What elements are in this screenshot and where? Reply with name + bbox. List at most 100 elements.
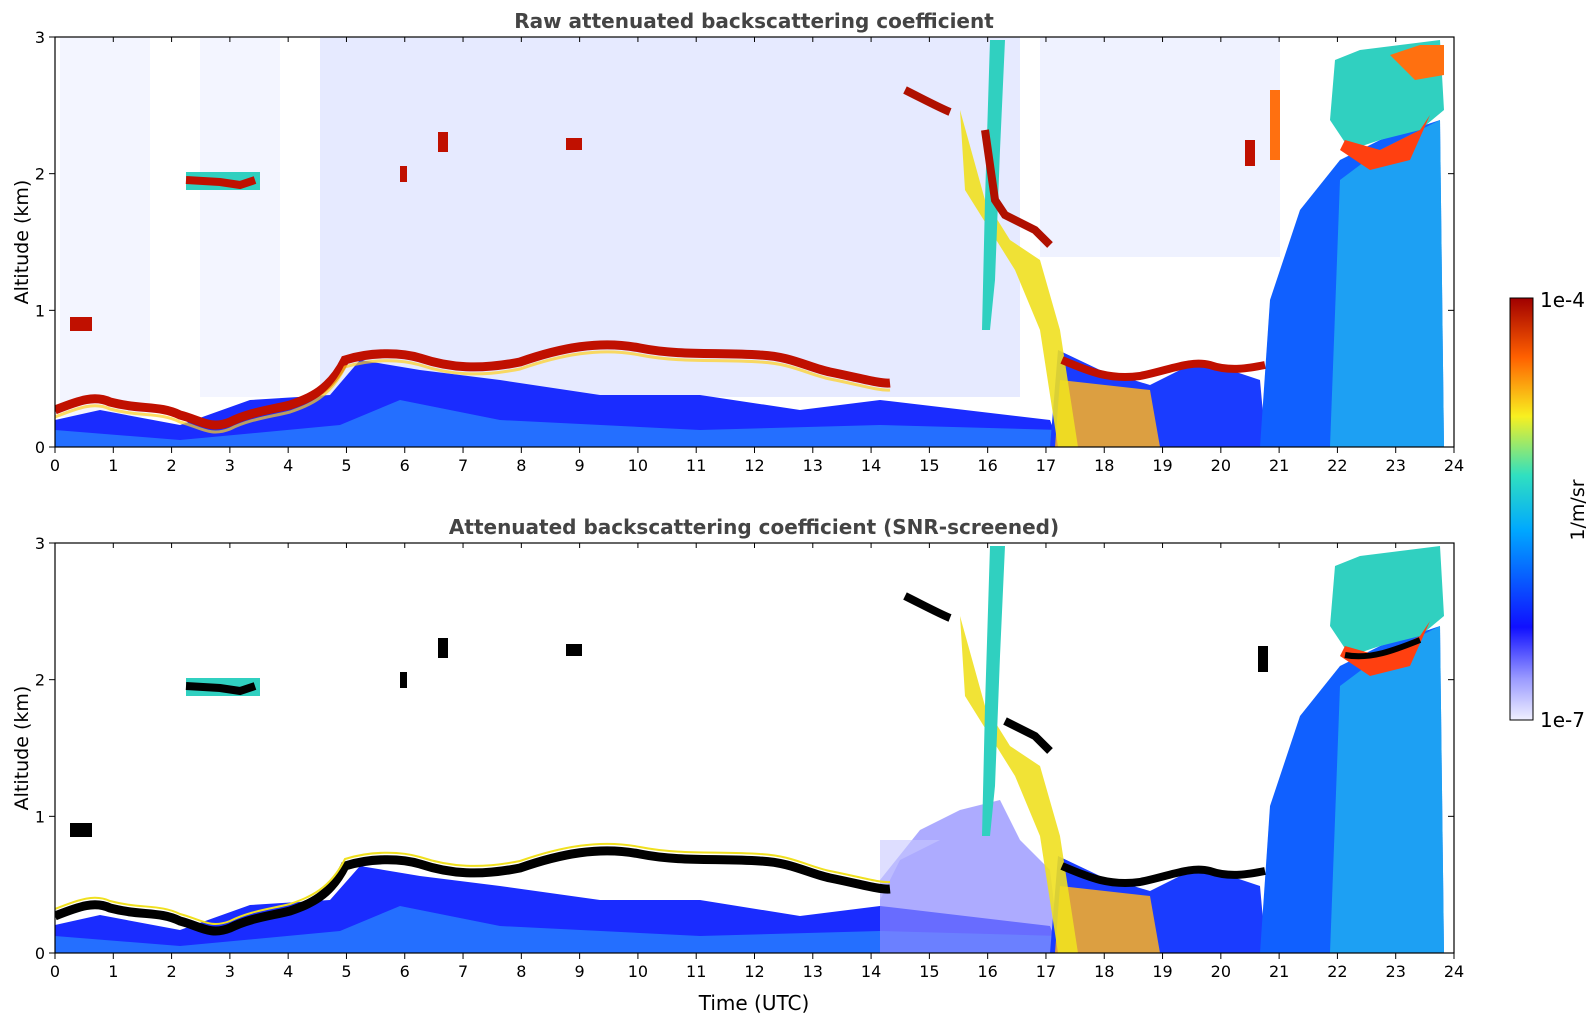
boundary-layer-aerosol [55,866,1060,953]
upper-cloud [1390,45,1444,80]
x-tick-label: 14 [861,962,881,981]
x-tick-label: 15 [919,962,939,981]
elevated-cloud [1245,140,1255,166]
elevated-cloud [400,672,407,688]
x-tick-label: 17 [1036,962,1056,981]
upper-cloud [1340,115,1430,170]
x-tick-label: 24 [1444,456,1464,475]
elevated-cloud [438,638,448,658]
x-tick-label: 6 [400,962,410,981]
elevated-cloud [566,138,582,150]
x-tick-label: 22 [1327,962,1347,981]
panel-screened: Attenuated backscattering coefficient (S… [11,515,1464,1015]
x-tick-label: 13 [803,456,823,475]
descending-cloud [982,546,1005,836]
y-axis-label-raw: Altitude (km) [11,180,33,305]
y-tick-label: 0 [35,438,45,457]
x-tick-label: 20 [1211,962,1231,981]
residual-trace [1060,862,1266,888]
x-tick-label: 2 [166,456,176,475]
screened-haze [880,800,1060,953]
y-tick-label: 3 [35,28,45,47]
x-tick-label: 9 [575,456,585,475]
elevated-cloud [438,132,448,152]
descending-trace [903,592,1053,754]
boundary-layer-aerosol [55,906,1060,953]
y-tick-label: 1 [35,301,45,320]
x-tick-label: 10 [628,456,648,475]
x-tick-label: 10 [628,962,648,981]
elevated-cloud [185,176,257,190]
x-tick-label: 11 [686,962,706,981]
colorbar-max-label: 1e-4 [1540,288,1585,312]
panel-title-raw: Raw attenuated backscattering coefficien… [514,9,994,33]
x-axis-raw: 0 1 2 3 4 5 6 7 8 9 10 11 12 13 14 15 16 17 18 19 20 21 22 23 24 [50,37,1464,475]
colorbar-unit-label: 1/m/sr [1567,479,1589,540]
bl-top-trace [55,846,891,936]
x-tick-label: 0 [50,456,60,475]
x-tick-label: 12 [744,962,764,981]
y-tick-label: 3 [35,534,45,553]
upper-trace [1344,637,1422,660]
descending-trace [903,86,1053,248]
y-tick-label: 1 [35,807,45,826]
x-tick-label: 22 [1327,456,1347,475]
x-tick-label: 9 [575,962,585,981]
x-tick-label: 15 [919,456,939,475]
x-tick-label: 19 [1152,456,1172,475]
x-tick-label: 24 [1444,962,1464,981]
bl-top-trace [55,350,891,434]
late-aerosol-mass [1330,626,1444,953]
descending-cloud [960,616,1078,953]
x-tick-label: 12 [744,456,764,475]
x-tick-label: 21 [1269,456,1289,475]
x-tick-label: 23 [1386,962,1406,981]
x-tick-label: 3 [225,962,235,981]
descending-cloud [960,110,1078,447]
x-tick-label: 18 [1094,456,1114,475]
y-tick-label: 2 [35,671,45,690]
bl-top-trace [55,340,891,430]
colorbar: 1e-4 1e-7 1/m/sr [1509,288,1589,732]
y-tick-label: 2 [35,165,45,184]
x-tick-label: 1 [108,456,118,475]
residual-trace [1060,356,1266,382]
x-tick-label: 16 [977,962,997,981]
screened-haze [880,840,940,900]
noise-field [200,37,280,397]
x-tick-label: 13 [803,962,823,981]
x-tick-label: 5 [341,456,351,475]
x-tick-label: 23 [1386,456,1406,475]
x-tick-label: 11 [686,456,706,475]
y-tick-label: 0 [35,944,45,963]
x-tick-label: 7 [458,456,468,475]
x-tick-label: 0 [50,962,60,981]
x-tick-label: 20 [1211,456,1231,475]
x-tick-label: 6 [400,456,410,475]
elevated-cloud [1270,90,1280,160]
x-tick-label: 17 [1036,456,1056,475]
noise-field [320,37,1020,397]
panel-title-screened: Attenuated backscattering coefficient (S… [449,515,1059,539]
x-tick-label: 1 [108,962,118,981]
residual-layer [1055,886,1160,953]
upper-cloud [1330,546,1444,656]
y-axis-screened: 0 1 2 3 [35,534,1454,963]
x-tick-label: 4 [283,456,293,475]
heatmap-screened [55,546,1444,953]
x-tick-label: 7 [458,962,468,981]
residual-layer [1055,380,1160,447]
x-tick-label: 19 [1152,962,1172,981]
bl-top-trace [55,842,891,925]
x-tick-label: 8 [516,456,526,475]
x-tick-label: 21 [1269,962,1289,981]
late-aerosol-mass [1330,120,1444,447]
panel-raw: Raw attenuated backscattering coefficien… [11,9,1464,475]
x-axis-screened: 0 1 2 3 4 5 6 7 8 9 10 11 12 13 14 15 16 17 18 19 20 21 22 23 24 [50,543,1464,981]
upper-cloud [1340,621,1430,676]
noise-field [60,37,150,417]
elevated-cloud [1258,646,1268,672]
elevated-cloud [566,644,582,656]
noise-field [1040,37,1280,257]
